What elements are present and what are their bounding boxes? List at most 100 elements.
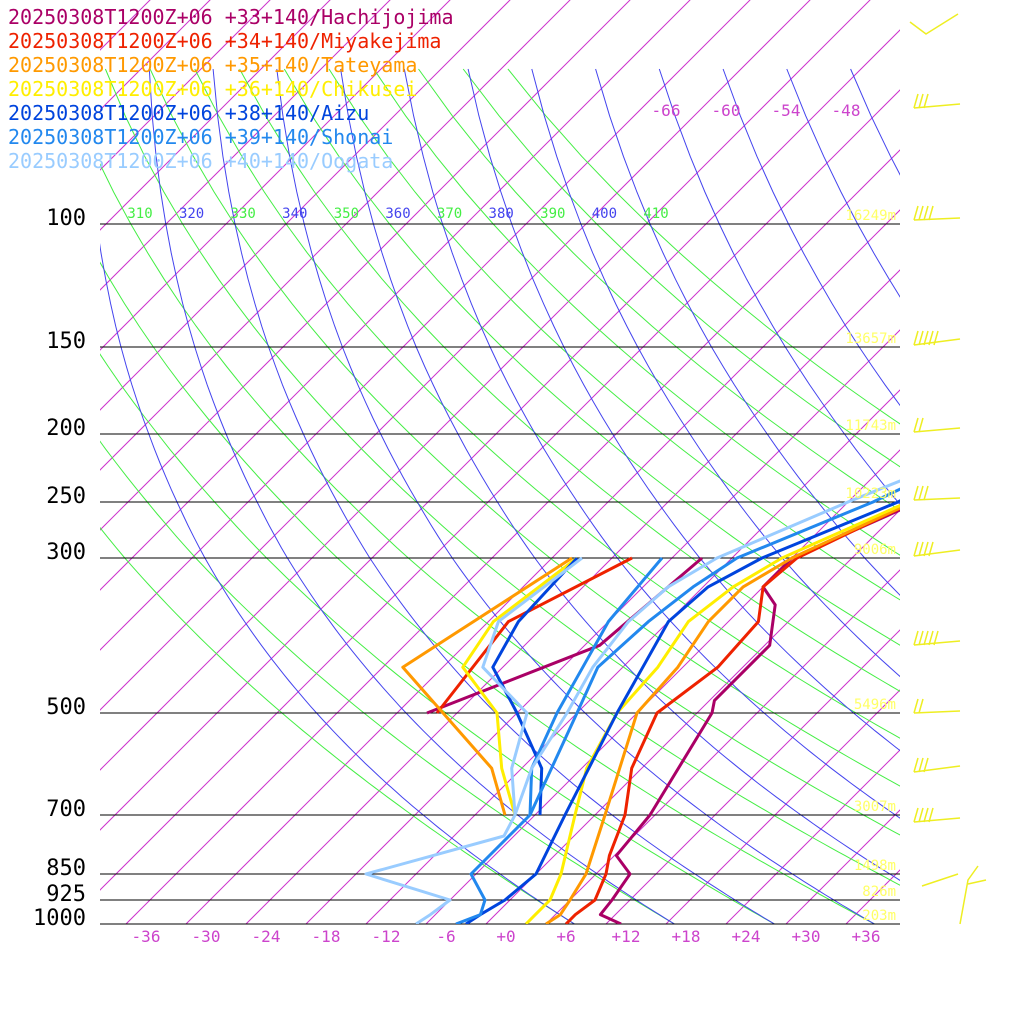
legend: 20250308T1200Z+06 +33+140/Hachijojima 202…: [8, 5, 454, 173]
upper-temperature-label: -60: [712, 101, 741, 120]
dry-adiabat-line: [462, 68, 900, 468]
temperature-tick-label: -24: [252, 927, 281, 946]
dry-adiabat-line: [239, 68, 900, 692]
isotherm-line: [100, 0, 811, 711]
moist-adiabat-line: [276, 68, 875, 924]
isotherm-line: [100, 0, 631, 531]
theta-label: 410: [643, 206, 668, 222]
wind-barb-flag: [918, 630, 924, 646]
wind-barb: [913, 630, 961, 646]
wind-barb-shaft: [913, 427, 961, 433]
wind-barb-flag: [923, 757, 929, 773]
isotherm-line: [665, 689, 900, 924]
height-label: 16249m: [845, 208, 896, 224]
height-label: 11743m: [845, 418, 896, 434]
pressure-label: 200: [46, 416, 86, 441]
wind-barb-shaft: [913, 710, 961, 714]
wind-barb: [913, 807, 961, 823]
pressure-label: 1000: [33, 906, 86, 931]
pressure-label: 925: [46, 882, 86, 907]
wind-barb-shaft: [913, 338, 961, 346]
theta-label: 360: [385, 206, 410, 222]
isotherm-line: [100, 0, 871, 771]
upper-temperature-label: -66: [652, 101, 681, 120]
wind-barb-flag: [918, 417, 924, 433]
wind-barb-shaft: [913, 497, 961, 501]
wind-barb-flag: [923, 485, 929, 501]
isotherm-line: [100, 0, 211, 111]
moist-adiabat-line: [786, 68, 900, 298]
legend-entry: 20250308T1200Z+06 +33+140/Hachijojima: [8, 5, 454, 29]
temperature-profile-line: [598, 508, 900, 924]
wind-barb-flag: [918, 93, 924, 109]
dewpoint-profile-line: [528, 557, 664, 816]
wind-barb-shaft: [913, 103, 961, 109]
moist-adiabat-line: [212, 68, 775, 924]
moist-adiabat-line: [978, 69, 1024, 924]
dry-adiabat-line: [194, 68, 900, 739]
dry-adiabat-line: [418, 68, 900, 511]
dry-adiabat-line: [100, 353, 775, 924]
temperature-profile-line: [545, 506, 900, 924]
wind-barb: [913, 93, 961, 109]
wind-barb-flag: [923, 630, 929, 646]
isotherm-line: [605, 629, 900, 924]
moist-adiabat-line: [148, 68, 675, 924]
isotherm-line: [100, 0, 271, 171]
theta-labels: 310 320 330 340 350 360 370 380 390 400 410: [127, 206, 668, 222]
wind-barb-flag: [933, 630, 939, 646]
temperature-tick-label: +30: [792, 927, 821, 946]
wind-barb-flag: [918, 205, 924, 221]
isotherm-line: [906, 0, 1024, 924]
wind-barb: [921, 865, 987, 925]
theta-label: 340: [282, 206, 307, 222]
wind-barb-shaft: [913, 765, 961, 773]
wind-barb-shaft: [921, 865, 987, 925]
isotherm-line: [245, 269, 900, 924]
temperature-profile-line: [364, 479, 900, 924]
isobar-grid: [100, 223, 900, 925]
dewpoint-profile-line: [401, 556, 573, 816]
legend-entry: 20250308T1200Z+06 +35+140/Tateyama: [8, 53, 417, 77]
isotherm-line: [365, 389, 900, 924]
wind-barb: [913, 417, 961, 433]
temperature-tick-label: +18: [672, 927, 701, 946]
height-labels: 16249m 13657m 11743m 10223m 9006m 5496m 3007m 1…: [845, 208, 896, 924]
theta-label: 310: [127, 206, 152, 222]
legend-entry: 20250308T1200Z+06 +39+140/Shonai: [8, 125, 393, 149]
temperature-profile-line: [524, 503, 900, 924]
wind-barb-flag: [928, 807, 934, 823]
wind-barb-flag: [918, 757, 924, 773]
temperature-tick-label: -6: [436, 927, 455, 946]
wind-barb-shaft: [913, 640, 961, 646]
wind-barb-flag: [918, 807, 924, 823]
temperature-tick-label: +0: [496, 927, 515, 946]
temperature-tick-label: +36: [852, 927, 881, 946]
isotherm-line: [100, 0, 511, 411]
wind-barb-flag: [913, 485, 919, 501]
wind-barb-flag: [923, 330, 929, 346]
height-label: 9006m: [854, 542, 896, 558]
moist-adiabat-line: [914, 69, 1024, 924]
legend-entry: 20250308T1200Z+06 +38+140/Aizu: [8, 101, 369, 125]
wind-barb-flag: [918, 698, 924, 714]
wind-barb-flag: [923, 807, 929, 823]
wind-barb-flag: [913, 757, 919, 773]
wind-barb-flag: [928, 541, 934, 557]
wind-barb: [913, 485, 961, 501]
wind-barb-flag: [913, 330, 919, 346]
wind-barb-flag: [913, 93, 919, 109]
moist-adiabat-line: [658, 68, 900, 506]
temperature-tick-label: +24: [732, 927, 761, 946]
height-label: 3007m: [854, 799, 896, 815]
dry-adiabat-line: [373, 68, 900, 556]
upper-temperature-label: -48: [832, 101, 861, 120]
isotherm-line: [100, 0, 751, 651]
wind-barb-flag: [933, 330, 939, 346]
dry-adiabat-line: [507, 68, 900, 425]
wind-barb-flag: [913, 205, 919, 221]
pressure-label: 250: [46, 484, 86, 509]
legend-entry: 20250308T1200Z+06 +40+140/Oogata: [8, 149, 393, 173]
temperature-tick-label: -18: [312, 927, 341, 946]
